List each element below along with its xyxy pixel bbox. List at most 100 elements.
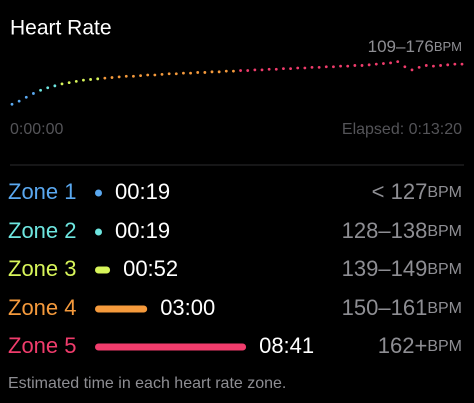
heart-rate-dot xyxy=(389,61,392,65)
heart-rate-dot xyxy=(296,66,300,70)
heart-rate-dot xyxy=(182,71,185,75)
heart-rate-dot xyxy=(160,72,164,76)
zone-range-unit: BPM xyxy=(427,223,462,240)
zone-range-value: 150–161 xyxy=(342,295,428,320)
heart-rate-dot xyxy=(396,60,400,64)
start-label: 0:00:00 xyxy=(10,121,63,138)
zone-range: < 127BPM xyxy=(372,179,462,204)
heart-rate-dot xyxy=(289,67,292,71)
heart-rate-dot xyxy=(232,69,235,73)
zone-time: 08:41 xyxy=(259,333,314,358)
heart-rate-dot xyxy=(46,86,50,90)
heart-rate-dot xyxy=(339,64,342,68)
heart-rate-dot xyxy=(446,63,450,67)
heart-rate-dot xyxy=(239,69,242,72)
heart-rate-dot xyxy=(117,75,121,79)
heart-rate-dot xyxy=(132,74,135,78)
zone-range: 162+BPM xyxy=(378,333,462,358)
range-value: 109–176 xyxy=(368,37,434,56)
zone-bar xyxy=(95,305,148,313)
heart-rate-dot xyxy=(103,76,107,80)
heart-rate-dot xyxy=(439,64,442,67)
heart-rate-dot xyxy=(424,64,428,67)
range-unit: BPM xyxy=(434,39,462,54)
zone-time: 00:19 xyxy=(115,218,170,243)
heart-rate-dot xyxy=(24,95,28,99)
zone-name: Zone 5 xyxy=(8,333,77,358)
heart-rate-dot xyxy=(146,73,150,77)
heart-rate-dot xyxy=(403,65,407,69)
heart-rate-dot xyxy=(460,62,464,66)
heart-rate-dot xyxy=(346,64,350,68)
heart-rate-dot xyxy=(382,62,385,65)
zone-range-unit: BPM xyxy=(427,261,462,278)
title: Heart Rate xyxy=(10,17,112,40)
heart-rate-dot xyxy=(282,67,285,71)
zone-range: 150–161BPM xyxy=(342,295,462,320)
heart-rate-dot xyxy=(32,92,35,95)
heart-rate-dot xyxy=(167,72,171,76)
heart-rate-dot xyxy=(39,88,42,92)
zone-range-unit: BPM xyxy=(427,338,462,355)
zone-name: Zone 1 xyxy=(8,179,77,204)
heart-rate-dot xyxy=(324,65,328,69)
zone-range-unit: BPM xyxy=(427,184,462,201)
heart-rate-dot xyxy=(417,65,421,69)
zone-bar xyxy=(95,189,102,197)
zone-time: 00:19 xyxy=(115,179,170,204)
heart-rate-dot xyxy=(82,78,85,82)
heart-rate-dot xyxy=(274,67,278,71)
heart-rate-dot xyxy=(124,74,128,78)
heart-rate-dot xyxy=(317,65,321,69)
zone-name: Zone 2 xyxy=(8,218,77,243)
heart-rate-dot xyxy=(67,81,71,85)
zone-bar xyxy=(95,343,247,351)
heart-rate-dot xyxy=(367,63,371,67)
heart-rate-dot xyxy=(217,70,221,74)
heart-rate-dot xyxy=(360,64,364,67)
heart-rate-dot xyxy=(10,102,14,106)
heart-rate-dot xyxy=(196,71,200,74)
zone-range-value: 162+ xyxy=(378,333,428,358)
heart-rate-dot xyxy=(189,71,192,75)
range-label: 109–176BPM xyxy=(368,37,462,56)
heart-rate-dot xyxy=(174,72,178,76)
heart-rate-dot xyxy=(332,65,335,69)
zone-range-value: 139–149 xyxy=(342,256,428,281)
heart-rate-dot xyxy=(89,78,92,81)
heart-rate-dot xyxy=(303,66,307,70)
heart-rate-dot xyxy=(453,62,457,66)
heart-rate-dot xyxy=(210,70,214,74)
heart-rate-dot xyxy=(96,77,100,81)
zone-range-value: < 127 xyxy=(372,179,428,204)
heart-rate-dot xyxy=(74,79,78,83)
heart-rate-dot xyxy=(310,65,314,69)
heart-rate-dot xyxy=(432,64,435,68)
zone-time: 00:52 xyxy=(123,256,178,281)
zone-range: 128–138BPM xyxy=(342,218,462,243)
zone-bar xyxy=(95,266,111,274)
zone-range-value: 128–138 xyxy=(342,218,428,243)
heart-rate-dot xyxy=(110,76,114,79)
heart-rate-dot xyxy=(153,73,157,77)
heart-rate-dot xyxy=(17,99,21,103)
zone-name: Zone 3 xyxy=(8,256,77,281)
heart-rate-dot xyxy=(267,67,271,71)
zone-range-unit: BPM xyxy=(427,300,462,317)
zone-range: 139–149BPM xyxy=(342,256,462,281)
heart-rate-dot xyxy=(410,68,414,72)
heart-rate-dot xyxy=(260,68,264,72)
heart-rate-dot xyxy=(53,84,57,88)
end-label: Elapsed: 0:13:20 xyxy=(342,121,462,138)
zone-time: 03:00 xyxy=(160,295,215,320)
heart-rate-dot xyxy=(253,68,257,72)
heart-rate-dot xyxy=(353,64,357,67)
heart-rate-dot xyxy=(203,71,207,74)
heart-rate-dot xyxy=(139,74,142,78)
zone-name: Zone 4 xyxy=(8,295,77,320)
heart-rate-dot xyxy=(246,69,250,72)
zone-bar xyxy=(95,228,102,236)
heart-rate-dot xyxy=(374,62,378,66)
